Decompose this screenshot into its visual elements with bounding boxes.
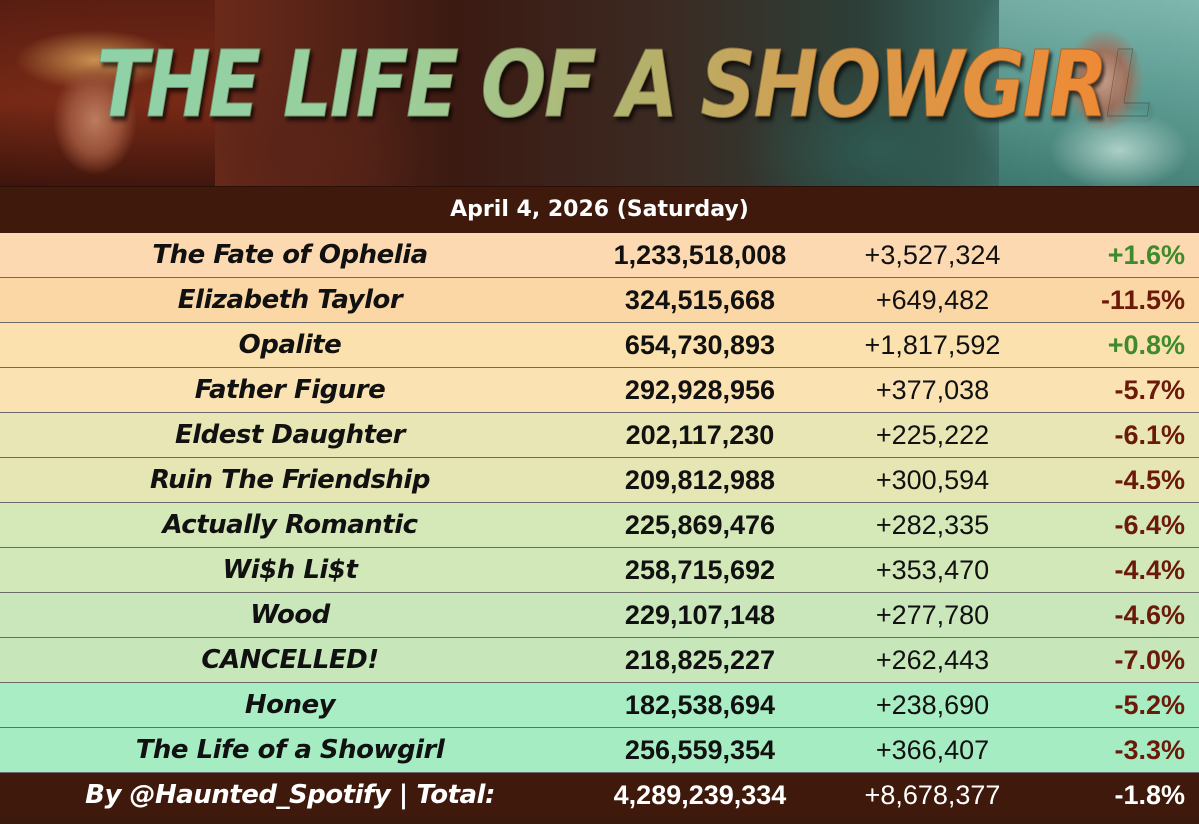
song-title: Elizabeth Taylor: [177, 285, 403, 315]
table-row: Father Figure 292,928,956 +377,038 -5.7%: [0, 368, 1199, 413]
percent-change: -4.5%: [1114, 464, 1185, 495]
song-title: Eldest Daughter: [174, 420, 406, 450]
percent-change: -11.5%: [1100, 284, 1185, 315]
table-row: Actually Romantic 225,869,476 +282,335 -6.4…: [0, 503, 1199, 548]
percent-change: -5.7%: [1114, 374, 1185, 405]
daily-gain: +377,038: [875, 374, 990, 405]
percent-change: -6.1%: [1114, 419, 1185, 450]
percent-change: -4.6%: [1114, 599, 1185, 630]
daily-gain: +366,407: [875, 734, 990, 765]
table-row: Elizabeth Taylor 324,515,668 +649,482 -11.5…: [0, 278, 1199, 323]
daily-gain: +225,222: [875, 419, 990, 450]
song-title: Wood: [250, 600, 330, 630]
daily-gain: +238,690: [875, 689, 990, 720]
song-title: Ruin The Friendship: [150, 465, 430, 495]
percent-change: +0.8%: [1107, 329, 1185, 360]
total-streams: 324,515,668: [624, 284, 776, 315]
percent-change: -3.3%: [1114, 734, 1185, 765]
daily-gain: +353,470: [875, 554, 990, 585]
daily-gain: +1,817,592: [864, 329, 1001, 360]
table-row: Wi$h Li$t 258,715,692 +353,470 -4.4%: [0, 548, 1199, 593]
table-row: Eldest Daughter 202,117,230 +225,222 -6.1%: [0, 413, 1199, 458]
song-title: Father Figure: [194, 375, 386, 405]
percent-change: -5.2%: [1114, 689, 1185, 720]
song-title: Wi$h Li$t: [222, 555, 358, 585]
banner-photo-left: [0, 0, 215, 186]
footer-total-streams: 4,289,239,334: [613, 779, 787, 810]
date-header: April 4, 2026 (Saturday): [0, 186, 1199, 233]
footer-daily-gain: +8,678,377: [864, 779, 1001, 810]
daily-gain: +3,527,324: [864, 239, 1001, 270]
streams-table: The Fate of Ophelia 1,233,518,008 +3,527,3…: [0, 233, 1199, 773]
daily-gain: +282,335: [875, 509, 990, 540]
footer-percent-change: -1.8%: [1114, 779, 1185, 810]
total-streams: 256,559,354: [624, 734, 776, 765]
banner-photo-right: [999, 0, 1199, 186]
table-row: Wood 229,107,148 +277,780 -4.6%: [0, 593, 1199, 638]
daily-gain: +277,780: [875, 599, 990, 630]
song-title: The Life of a Showgirl: [135, 735, 445, 765]
table-footer: By @Haunted_Spotify | Total: 4,289,239,3…: [0, 773, 1199, 817]
total-streams: 229,107,148: [624, 599, 776, 630]
song-title: Opalite: [238, 330, 342, 360]
percent-change: +1.6%: [1107, 239, 1185, 270]
table-row: CANCELLED! 218,825,227 +262,443 -7.0%: [0, 638, 1199, 683]
percent-change: -7.0%: [1114, 644, 1185, 675]
total-streams: 218,825,227: [624, 644, 776, 675]
album-banner: THE LIFE OF A SHOWGIRL: [0, 0, 1199, 186]
table-row: Opalite 654,730,893 +1,817,592 +0.8%: [0, 323, 1199, 368]
total-streams: 225,869,476: [624, 509, 776, 540]
table-row: The Fate of Ophelia 1,233,518,008 +3,527,3…: [0, 233, 1199, 278]
table-row: Ruin The Friendship 209,812,988 +300,594 -4…: [0, 458, 1199, 503]
table-row: The Life of a Showgirl 256,559,354 +366,40…: [0, 728, 1199, 773]
total-streams: 202,117,230: [625, 419, 775, 450]
daily-gain: +300,594: [875, 464, 990, 495]
percent-change: -4.4%: [1114, 554, 1185, 585]
total-streams: 209,812,988: [624, 464, 776, 495]
song-title: CANCELLED!: [201, 645, 379, 675]
footer-credit-label: By @Haunted_Spotify | Total:: [85, 780, 495, 810]
total-streams: 292,928,956: [624, 374, 776, 405]
daily-gain: +649,482: [875, 284, 990, 315]
song-title: Actually Romantic: [162, 510, 418, 540]
song-title: Honey: [244, 690, 336, 720]
percent-change: -6.4%: [1114, 509, 1185, 540]
total-streams: 182,538,694: [624, 689, 776, 720]
total-streams: 258,715,692: [624, 554, 776, 585]
total-streams: 1,233,518,008: [613, 239, 787, 270]
song-title: The Fate of Ophelia: [152, 240, 428, 270]
total-streams: 654,730,893: [624, 329, 776, 360]
banner-title: THE LIFE OF A SHOWGIRL: [96, 22, 1156, 148]
table-row: Honey 182,538,694 +238,690 -5.2%: [0, 683, 1199, 728]
daily-gain: +262,443: [875, 644, 990, 675]
